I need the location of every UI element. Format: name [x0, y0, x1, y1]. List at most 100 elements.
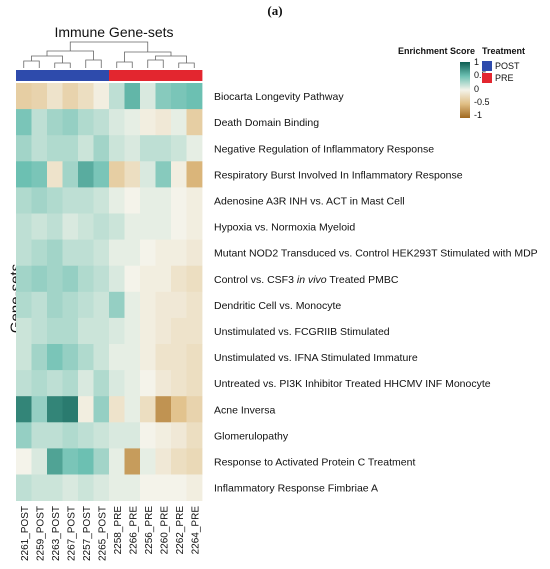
heatmap-cell	[186, 422, 203, 449]
heatmap-cell	[93, 187, 110, 214]
heatmap-cell	[93, 474, 110, 501]
heatmap-cell	[47, 213, 63, 240]
heatmap-cell	[171, 239, 187, 267]
heatmap-cell	[186, 448, 203, 475]
heatmap-cell	[171, 135, 187, 162]
dendrogram-branch	[46, 50, 94, 60]
column-label: 2263_POST	[51, 506, 62, 561]
column-label: 2261_POST	[20, 506, 31, 561]
heatmap-cell	[155, 344, 172, 371]
heatmap-cell	[31, 474, 48, 501]
heatmap-cell	[109, 213, 125, 240]
heatmap-cell	[78, 239, 94, 267]
panel-label: (a)	[267, 3, 283, 18]
heatmap-cell	[93, 213, 110, 240]
heatmap-cell	[171, 83, 187, 110]
heatmap-cell	[140, 265, 156, 293]
heatmap-cell	[109, 474, 125, 501]
row-label: Inflammatory Response Fimbriae A	[214, 483, 378, 495]
treatment-legend-post: POST	[495, 61, 520, 71]
heatmap-cell	[124, 344, 141, 371]
heatmap-cell	[155, 83, 172, 110]
heatmap-cell	[124, 291, 141, 319]
treatment-swatch-post	[482, 61, 492, 71]
colorbar-tick: 0	[474, 84, 480, 94]
heatmap-cell	[109, 109, 125, 136]
heatmap-cell	[16, 448, 32, 475]
column-label: 2258_PRE	[113, 506, 124, 555]
heatmap-cell	[16, 265, 32, 293]
heatmap-cell	[109, 187, 125, 214]
heatmap-cell	[186, 187, 203, 214]
heatmap-cell	[109, 135, 125, 162]
heatmap-cell	[155, 109, 172, 136]
heatmap-cell	[31, 109, 48, 136]
heatmap-cell	[140, 109, 156, 136]
heatmap-cell	[124, 474, 141, 501]
heatmap-cell	[62, 291, 79, 319]
heatmap-cell	[47, 187, 63, 214]
heatmap-cell	[47, 317, 63, 345]
heatmap-cell	[93, 344, 110, 371]
dendrogram-branch	[23, 60, 40, 68]
heatmap-cell	[186, 370, 203, 397]
column-dendrogram	[23, 41, 195, 68]
heatmap-cell	[171, 161, 187, 188]
heatmap-cell	[155, 291, 172, 319]
heatmap-cell	[171, 422, 187, 449]
heatmap-cell	[171, 317, 187, 345]
heatmap-cell	[124, 109, 141, 136]
heatmap-cell	[78, 448, 94, 475]
row-label: Mutant NOD2 Transduced vs. Control HEK29…	[214, 248, 538, 260]
treatment-cell	[124, 70, 141, 81]
heatmap-cell	[109, 370, 125, 397]
heatmap-cell	[186, 135, 203, 162]
heatmap-cell	[31, 135, 48, 162]
heatmap-cell	[16, 213, 32, 240]
heatmap-cell	[31, 83, 48, 110]
row-label: Hypoxia vs. Normoxia Myeloid	[214, 222, 355, 234]
column-label: 2259_POST	[35, 506, 46, 561]
heatmap-cell	[78, 474, 94, 501]
heatmap-cell	[78, 422, 94, 449]
heatmap-cell	[124, 187, 141, 214]
row-label: Death Domain Binding	[214, 117, 319, 129]
heatmap-cell	[47, 109, 63, 136]
dendrogram-branch	[155, 55, 187, 63]
heatmap-cell	[16, 187, 32, 214]
heatmap-cell	[62, 109, 79, 136]
heatmap-cell	[78, 135, 94, 162]
treatment-legend-title: Treatment	[482, 46, 526, 56]
heatmap-cell	[186, 161, 203, 188]
heatmap-cell	[140, 448, 156, 475]
heatmap-cell	[16, 396, 32, 423]
treatment-annotation-bar	[16, 70, 203, 81]
heatmap-cell	[47, 265, 63, 293]
heatmap-cell	[93, 370, 110, 397]
row-label: Adenosine A3R INH vs. ACT in Mast Cell	[214, 195, 405, 207]
column-label: 2262_PRE	[175, 506, 186, 555]
heatmap-cell	[78, 370, 94, 397]
heatmap-cell	[93, 265, 110, 293]
heatmap-cell	[31, 291, 48, 319]
row-labels: Biocarta Longevity Pathway Death Domain B…	[214, 91, 538, 495]
heatmap-cell	[78, 396, 94, 423]
heatmap-cell	[31, 187, 48, 214]
treatment-cell	[140, 70, 156, 81]
heatmap-cell	[47, 344, 63, 371]
heatmap-cell	[93, 317, 110, 345]
heatmap-cell	[124, 213, 141, 240]
heatmap-cell	[109, 422, 125, 449]
dendrogram-branch	[54, 62, 71, 68]
heatmap-cell	[62, 213, 79, 240]
heatmap-cell	[171, 265, 187, 293]
heatmap-cell	[186, 213, 203, 240]
heatmap-cell	[47, 135, 63, 162]
heatmap-cell	[124, 422, 141, 449]
heatmap-cell	[171, 291, 187, 319]
heatmap-cell	[93, 161, 110, 188]
heatmap-cell	[109, 161, 125, 188]
row-label: Unstimulated vs. IFNA Stimulated Immatur…	[214, 352, 418, 364]
heatmap-cell	[124, 396, 141, 423]
